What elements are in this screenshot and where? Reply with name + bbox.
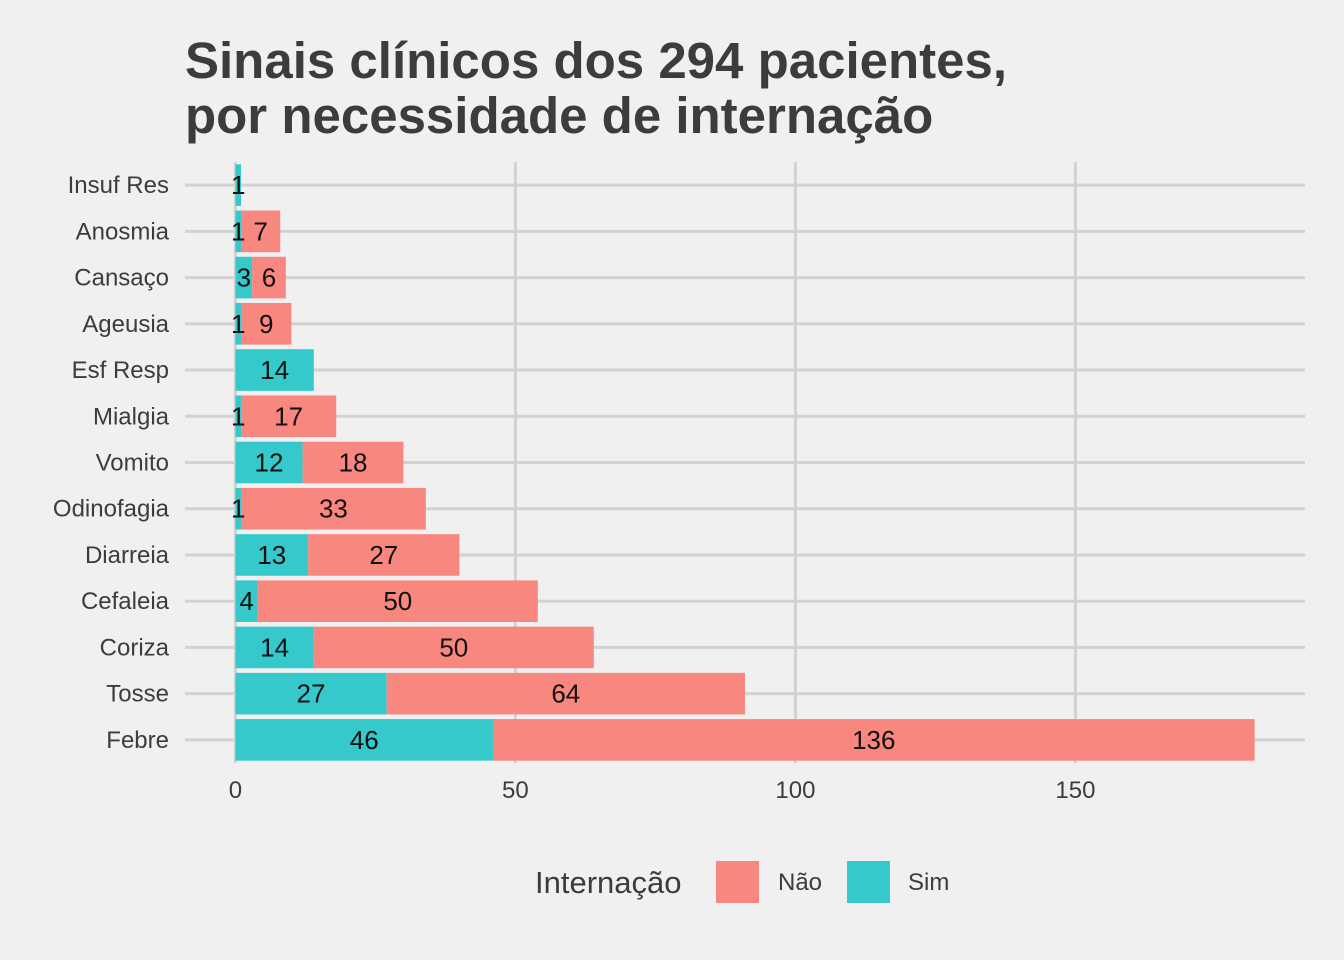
x-tick-label: 50	[502, 777, 529, 804]
y-tick-label: Odinofagia	[53, 496, 170, 523]
legend-label: Não	[778, 869, 822, 896]
y-tick-label: Vomito	[96, 450, 169, 477]
chart-title-line-2: por necessidade de internação	[185, 87, 933, 144]
bar-sim	[235, 626, 314, 669]
legend: Internação Não Sim	[535, 861, 949, 903]
bar-value-label: 1	[231, 494, 245, 524]
bar-não	[302, 441, 404, 484]
x-tick-label: 100	[775, 777, 815, 804]
bars-layer	[235, 164, 1255, 761]
bar-sim	[235, 210, 241, 253]
bar-value-label: 12	[255, 448, 284, 478]
bar-sim	[235, 395, 241, 438]
bar-sim	[235, 441, 303, 484]
bar-value-label: 14	[260, 355, 289, 385]
bar-value-label: 4	[239, 586, 253, 616]
y-tick-label: Ageusia	[82, 311, 169, 338]
y-axis: Insuf Res Anosmia Cansaço Ageusia Esf Resp Mi…	[53, 172, 170, 754]
legend-key	[847, 861, 890, 903]
bar-value-label: 46	[350, 725, 379, 755]
y-tick-label: Mialgia	[93, 403, 170, 430]
y-tick-label: Cansaço	[74, 265, 169, 292]
bar-value-label: 33	[319, 494, 348, 524]
bar-value-label: 18	[339, 448, 368, 478]
bar-não	[493, 719, 1255, 761]
bar-sim	[235, 349, 314, 391]
bar-value-label: 50	[439, 632, 468, 662]
bar-value-label: 1	[231, 401, 245, 431]
bar-value-label: 64	[551, 679, 580, 709]
bar-value-label: 27	[369, 540, 398, 570]
bar-sim	[235, 303, 241, 345]
bar-não	[308, 534, 460, 576]
bar-value-label: 50	[383, 586, 412, 616]
bar-sim	[235, 719, 493, 761]
bar-não	[257, 580, 538, 622]
x-tick-label: 150	[1055, 777, 1095, 804]
legend-key	[716, 861, 759, 903]
bar-sim	[235, 487, 241, 530]
bar-sim	[235, 672, 387, 715]
bar-não	[386, 672, 745, 715]
bar-sim	[235, 256, 253, 299]
x-tick-label: 0	[229, 777, 242, 804]
y-tick-label: Cefaleia	[81, 588, 170, 615]
bar-value-label: 9	[259, 309, 273, 339]
y-tick-label: Insuf Res	[68, 172, 169, 199]
chart-title-line-1: Sinais clínicos dos 294 pacientes,	[185, 32, 1007, 89]
bar-value-label: 13	[257, 540, 286, 570]
y-tick-label: Esf Resp	[72, 357, 169, 384]
y-tick-label: Coriza	[100, 634, 170, 661]
legend-title: Internação	[535, 865, 682, 900]
bar-value-label: 1	[231, 216, 245, 246]
bar-não	[313, 626, 594, 669]
bar-value-label: 17	[274, 401, 303, 431]
bar-value-label: 6	[262, 263, 276, 293]
y-tick-label: Diarreia	[85, 542, 170, 569]
bar-sim	[235, 534, 309, 576]
bar-sim	[235, 164, 241, 206]
bar-não	[241, 395, 337, 438]
bar-value-label: 1	[231, 309, 245, 339]
bar-não	[252, 256, 286, 299]
y-tick-label: Febre	[106, 727, 169, 754]
bar-value-label: 27	[297, 679, 326, 709]
bar-value-label: 7	[253, 216, 267, 246]
legend-label: Sim	[908, 869, 949, 896]
bar-sim	[235, 580, 258, 622]
bar-não	[241, 487, 426, 530]
bar-não	[241, 210, 281, 253]
x-axis: 0 50 100 150	[229, 777, 1096, 804]
bar-value-label: 3	[237, 263, 251, 293]
bar-value-label: 1	[231, 170, 245, 200]
bar-não	[241, 303, 292, 345]
bar-value-label: 14	[260, 632, 289, 662]
y-tick-label: Anosmia	[76, 218, 170, 245]
y-tick-label: Tosse	[106, 681, 169, 708]
bar-value-label: 136	[852, 725, 895, 755]
